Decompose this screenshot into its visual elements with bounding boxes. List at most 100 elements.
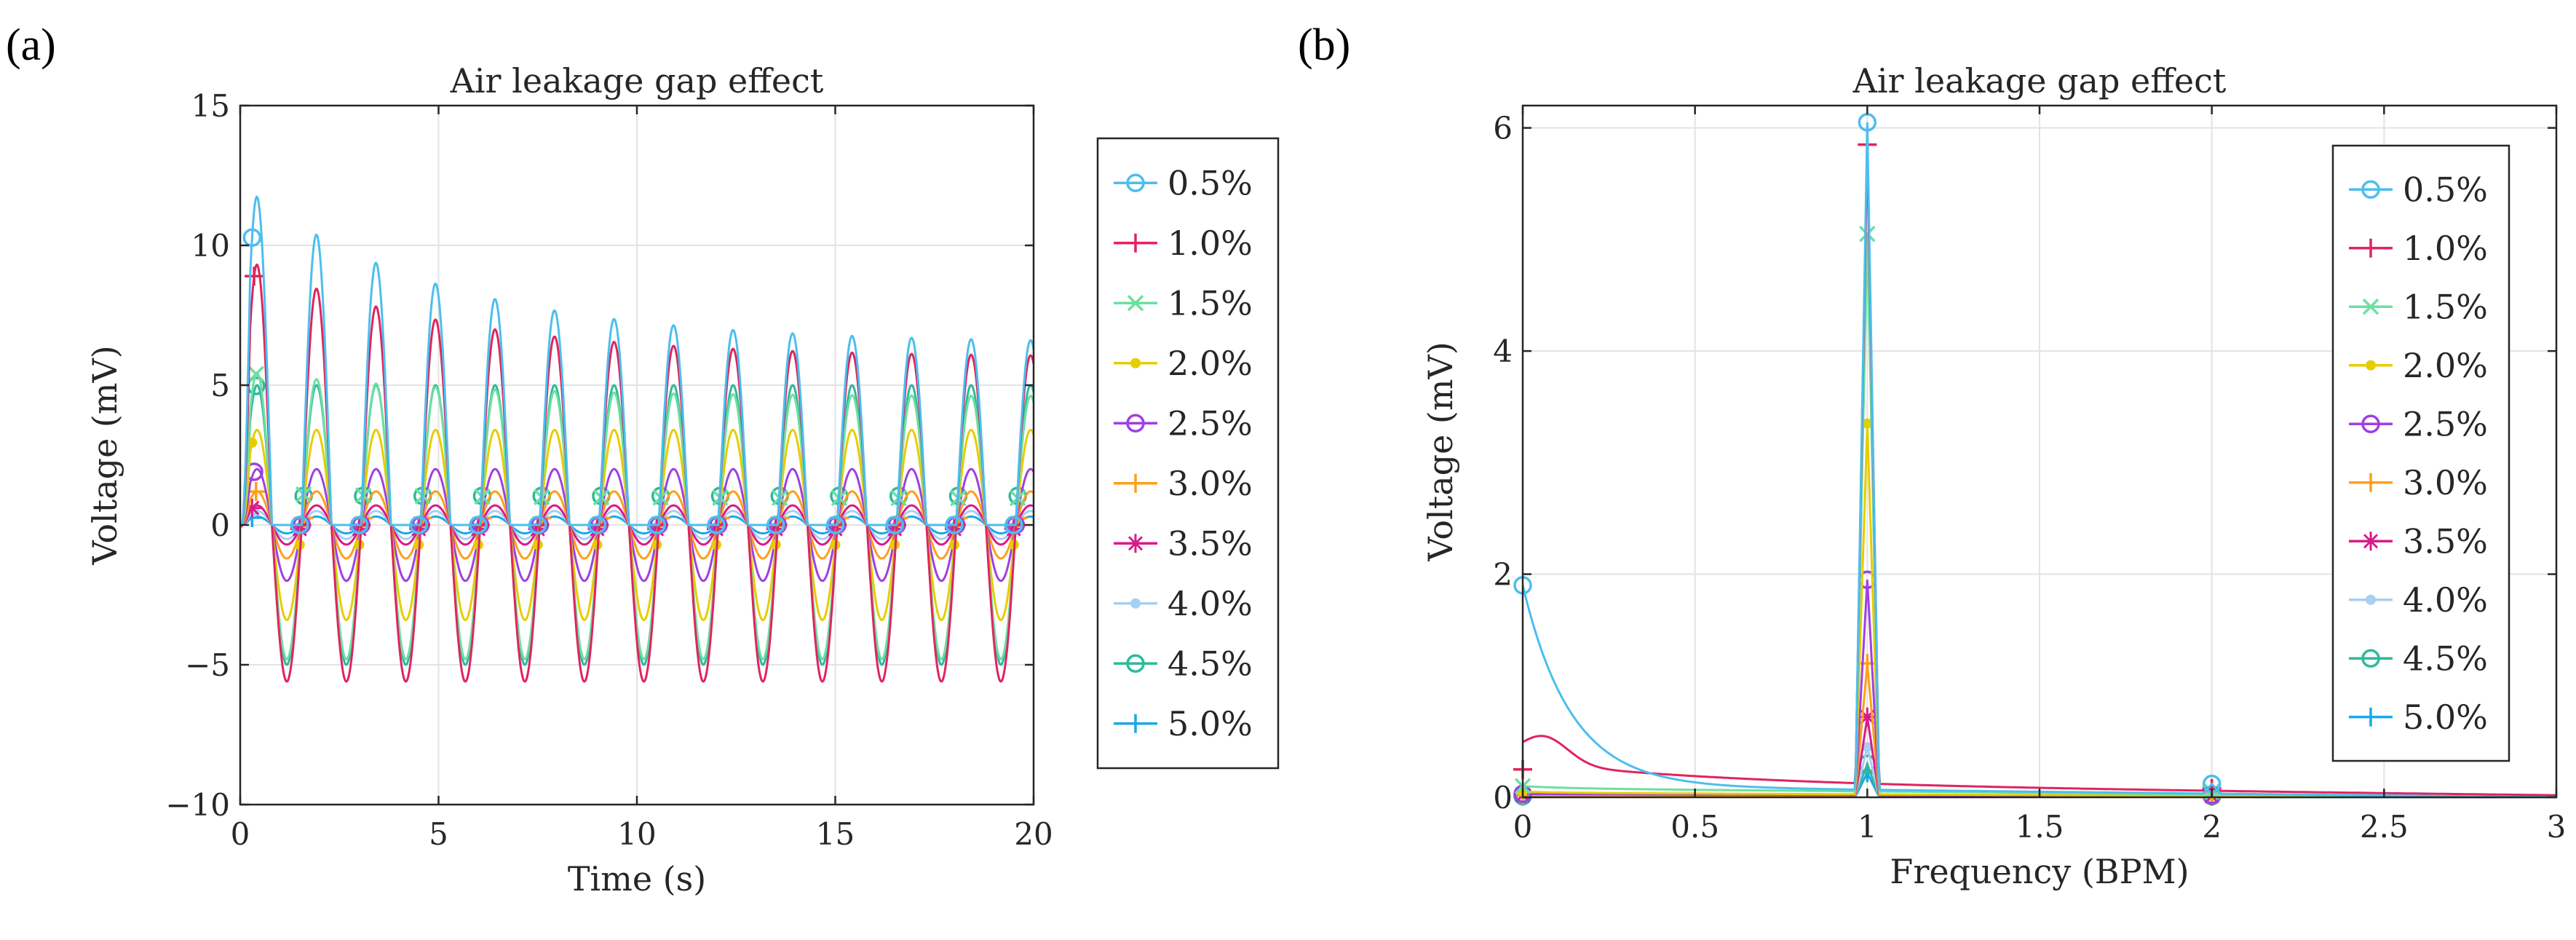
legend-item: 2.5% [1114,403,1253,443]
x-tick-label: 3 [2547,809,2567,845]
legend-label: 2.0% [2403,346,2488,385]
legend-marker [2361,707,2380,727]
legend-item: 3.5% [2349,521,2488,561]
data-point [245,266,264,286]
data-point [707,516,726,534]
legend-label: 5.0% [2403,698,2488,737]
y-tick-label: 5 [210,368,230,403]
legend-item: 0.5% [2349,170,2488,209]
legend-item: 3.5% [1114,524,1253,563]
legend-item: 1.5% [1114,283,1253,323]
x-tick-label: 1.5 [2016,809,2064,845]
data-point [247,366,265,382]
data-point [766,516,785,534]
chart-a: 0 5 10 15 20 −10 −5 0 5 10 15 Air leakage gap effec… [85,61,1280,898]
legend-item: 5.0% [1114,704,1253,743]
legend-marker [1126,534,1145,553]
legend-item: 4.0% [2349,580,2488,620]
data-point [1859,225,1876,242]
x-tick-label: 5 [429,816,448,852]
x-tick-label: 0 [1513,809,1533,845]
x-tick-label: 0 [231,816,250,852]
legend-label: 3.0% [2403,463,2488,502]
legend-item: 3.0% [1114,464,1253,503]
x-tick-label: 20 [1014,816,1053,852]
legend-item: 4.5% [2349,639,2488,678]
legend-label: 4.0% [1168,584,1253,623]
x-tick-label: 10 [617,816,656,852]
legend-label: 5.0% [1168,704,1253,743]
y-tick-label: 0 [210,507,230,543]
legend-marker [1126,654,1145,673]
series-2 [239,366,1035,660]
legend-label: 3.0% [1168,464,1253,503]
data-point [825,516,845,534]
series-0 [240,195,1035,534]
data-point [1858,654,1877,674]
legend-item: 1.0% [1114,224,1253,263]
legend-marker [2361,532,2380,551]
legend-marker [1126,473,1145,493]
y-axis-label: Voltage (mV) [85,345,124,565]
series-line [239,372,1035,660]
legend-item: 1.0% [2349,229,2488,268]
y-tick-label: 15 [191,88,230,124]
legend-item: 3.0% [2349,463,2488,502]
data-point [587,516,607,534]
legend-label: 3.5% [2403,521,2488,561]
x-axis-label: Frequency (BPM) [1890,852,2189,891]
legend-marker [1126,233,1145,253]
legend-item: 2.5% [2349,404,2488,443]
legend-item: 4.0% [1114,584,1253,623]
data-point [409,516,428,534]
x-axis-label: Time (s) [568,859,706,898]
legend-label: 2.5% [1168,403,1253,443]
legend-marker [1130,358,1141,368]
x-tick-label: 2.5 [2360,809,2409,845]
legend-marker [1126,414,1145,433]
legend-label: 2.0% [1168,344,1253,383]
legend-item: 2.0% [1114,344,1253,383]
y-tick-label: 6 [1493,111,1513,146]
x-tick-label: 2 [2202,809,2222,845]
panel-label-a: (a) [6,20,56,70]
panel-label-b: (b) [1298,20,1350,70]
data-point [349,516,369,534]
legend-marker [1126,714,1145,733]
legend-marker [2361,180,2380,199]
legend-item: 1.5% [2349,287,2488,326]
legend-marker [2361,473,2380,492]
legend-item: 2.0% [2349,346,2488,385]
data-point [290,516,309,534]
legend-label: 3.5% [1168,524,1253,563]
y-axis-label: Voltage (mV) [1421,341,1460,561]
legend-label: 4.5% [1168,644,1253,683]
data-point [528,516,547,534]
legend-label: 2.5% [2403,404,2488,443]
series-line [239,504,1034,546]
data-point [1862,418,1873,429]
y-tick-label: −5 [185,647,230,683]
legend-marker [2361,238,2380,258]
legend-marker [2366,594,2376,605]
data-point [242,228,262,248]
legend-item: 5.0% [2349,698,2488,737]
legend-marker [2366,360,2376,371]
series-line [240,195,1035,526]
legend-label: 0.5% [1168,163,1253,202]
legend-label: 1.5% [2403,287,2488,326]
data-point [885,516,904,534]
y-tick-label: 0 [1493,780,1513,815]
legend-label: 4.5% [2403,639,2488,678]
data-point [1862,742,1873,753]
legend-marker [2362,299,2379,315]
chart-b: 0 0.5 1 1.5 2 2.5 3 0 2 4 6 Air leakage gap effect F… [1421,61,2566,891]
data-point [647,516,666,534]
data-point [1858,707,1877,727]
legend-label: 0.5% [2403,170,2488,209]
data-point [945,516,964,534]
legend-marker [2361,649,2380,668]
y-tick-label: 4 [1493,333,1513,369]
x-tick-label: 0.5 [1671,809,1719,845]
